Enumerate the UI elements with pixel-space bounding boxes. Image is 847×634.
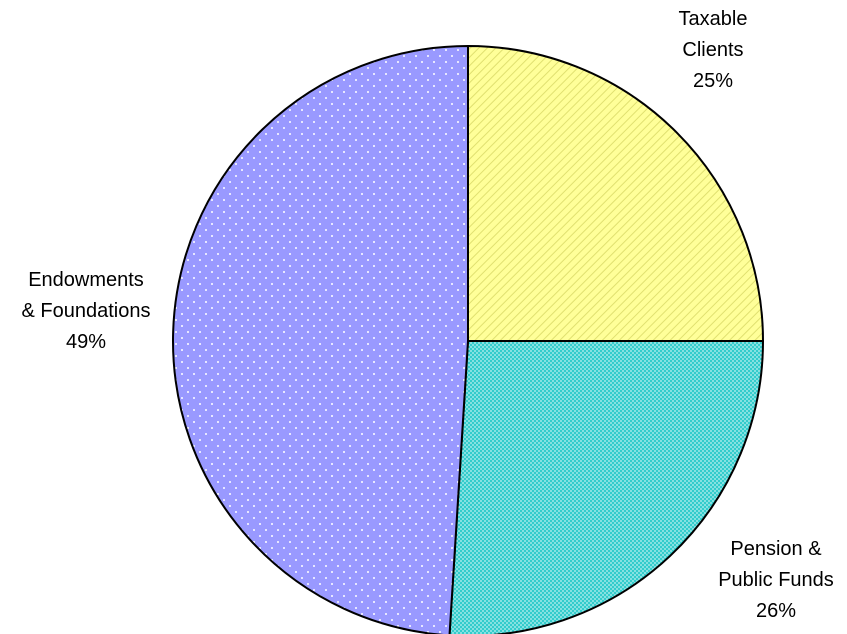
category-name: Endowments & Foundations bbox=[21, 269, 151, 322]
pie-slice bbox=[448, 340, 765, 634]
value-label: 26% bbox=[755, 600, 797, 622]
slice-label: Pension & Public Funds 26% bbox=[701, 534, 847, 627]
value-label: 25% bbox=[692, 70, 734, 92]
pie-slice bbox=[467, 44, 765, 342]
value-label: 49% bbox=[65, 331, 107, 353]
slice-label: Taxable Clients 25% bbox=[658, 4, 768, 97]
category-name: Taxable Clients bbox=[678, 8, 748, 61]
category-name: Pension & Public Funds bbox=[718, 538, 834, 591]
pie-slice bbox=[172, 44, 469, 634]
slice-label: Endowments & Foundations 49% bbox=[21, 265, 151, 358]
